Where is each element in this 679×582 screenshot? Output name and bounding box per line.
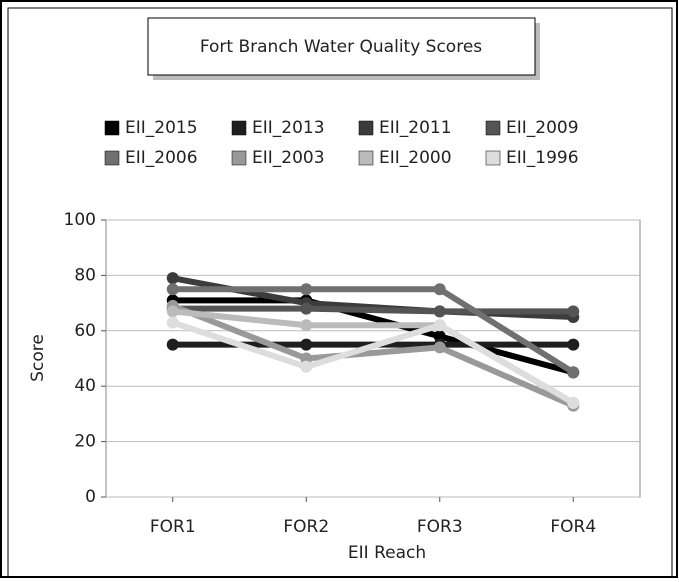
y-tick-label: 40 bbox=[74, 376, 96, 396]
point bbox=[300, 338, 313, 351]
legend-swatch bbox=[104, 150, 120, 166]
x-tick-label: FOR1 bbox=[150, 517, 196, 537]
title-box bbox=[147, 17, 536, 76]
point bbox=[166, 272, 179, 285]
x-tick-label: FOR4 bbox=[550, 517, 596, 537]
x-tick-label: FOR2 bbox=[283, 517, 329, 537]
point bbox=[166, 283, 179, 296]
y-axis-label: Score bbox=[28, 334, 48, 382]
point bbox=[300, 319, 313, 332]
point bbox=[433, 305, 446, 318]
legend-swatch bbox=[231, 150, 247, 166]
series-line bbox=[172, 305, 574, 315]
legend-swatch bbox=[231, 120, 247, 136]
legend-swatch bbox=[104, 120, 120, 136]
point bbox=[433, 330, 446, 343]
point bbox=[300, 352, 313, 365]
legend-label: EII_2013 bbox=[252, 118, 325, 138]
legend-swatch bbox=[358, 120, 374, 136]
point bbox=[567, 305, 580, 318]
y-tick-label: 60 bbox=[74, 321, 96, 341]
y-tick-label: 80 bbox=[74, 265, 96, 285]
legend-swatch bbox=[358, 150, 374, 166]
point bbox=[300, 302, 313, 315]
point bbox=[433, 319, 446, 332]
legend-label: EII_2009 bbox=[506, 118, 579, 138]
legend-label: EII_1996 bbox=[506, 148, 579, 168]
legend-label: EII_2006 bbox=[125, 148, 198, 168]
series-line bbox=[172, 286, 575, 375]
x-tick-label: FOR3 bbox=[417, 517, 463, 537]
series-line bbox=[171, 319, 575, 406]
point bbox=[166, 338, 179, 351]
legend-label: EII_2011 bbox=[379, 118, 452, 138]
series-line bbox=[171, 303, 575, 409]
point bbox=[567, 396, 580, 409]
legend-swatch bbox=[485, 120, 501, 136]
x-axis-label: EII Reach bbox=[348, 543, 426, 563]
point bbox=[166, 305, 179, 318]
plot-area bbox=[105, 219, 641, 498]
legend-label: EII_2015 bbox=[125, 118, 198, 138]
point bbox=[567, 338, 580, 351]
y-tick-label: 20 bbox=[74, 432, 96, 452]
point bbox=[300, 360, 313, 373]
point bbox=[300, 283, 313, 296]
point bbox=[567, 366, 580, 379]
legend-label: EII_2000 bbox=[379, 148, 452, 168]
point bbox=[166, 316, 179, 329]
y-tick-label: 100 bbox=[64, 210, 96, 230]
y-tick-label: 0 bbox=[85, 487, 96, 507]
series-line bbox=[172, 297, 575, 376]
point bbox=[433, 283, 446, 296]
chart-title: Fort Branch Water Quality Scores bbox=[200, 37, 482, 57]
point bbox=[433, 341, 446, 354]
legend-swatch bbox=[485, 150, 501, 166]
legend-label: EII_2003 bbox=[252, 148, 325, 168]
